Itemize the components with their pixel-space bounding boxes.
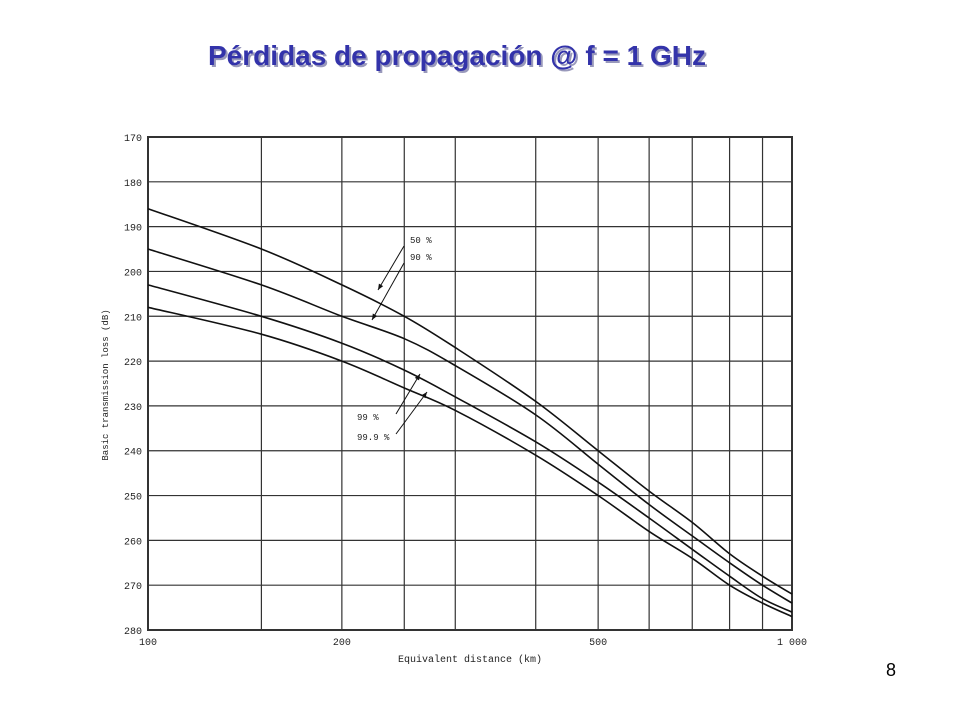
annotation-arrow-90 bbox=[372, 313, 378, 320]
x-tick-label-500: 500 bbox=[589, 638, 607, 649]
chart-curves bbox=[147, 207, 793, 618]
annotation-label-99: 99 % bbox=[357, 413, 379, 423]
x-tick-label-200: 200 bbox=[333, 638, 351, 649]
y-tick-label-170: 170 bbox=[124, 134, 142, 145]
y-tick-label-200: 200 bbox=[124, 268, 142, 279]
annotation-arrow-50 bbox=[378, 283, 384, 290]
y-tick-label-270: 270 bbox=[124, 582, 142, 593]
y-tick-label-180: 180 bbox=[124, 179, 142, 190]
curve-99 bbox=[147, 284, 793, 613]
annotation-leader-90 bbox=[371, 262, 405, 321]
x-tick-label-1000: 1 000 bbox=[777, 638, 807, 649]
annotation-arrow-99-9 bbox=[421, 392, 427, 399]
curve-99-9 bbox=[147, 306, 793, 618]
chart-grid bbox=[147, 136, 793, 631]
y-tick-label-260: 260 bbox=[124, 537, 142, 548]
annotation-label-50: 50 % bbox=[410, 236, 432, 246]
y-tick-label-250: 250 bbox=[124, 493, 142, 504]
annotation-arrow-99 bbox=[414, 374, 420, 381]
y-axis-label: Basic transmission loss (dB) bbox=[101, 309, 111, 460]
plot-frame bbox=[147, 136, 793, 631]
annotation-leader-99-9 bbox=[395, 391, 428, 435]
chart-annotations: 50 % 90 % 99 % 99.9 % bbox=[357, 236, 432, 443]
annotation-leader-50 bbox=[377, 245, 405, 291]
x-axis-label: Equivalent distance (km) bbox=[398, 654, 542, 666]
y-tick-label-220: 220 bbox=[124, 358, 142, 369]
annotation-label-99-9: 99.9 % bbox=[357, 433, 390, 443]
slide-title: Pérdidas de propagación @ f = 1 GHz bbox=[208, 40, 706, 71]
y-tick-label-240: 240 bbox=[124, 448, 142, 459]
annotation-label-90: 90 % bbox=[410, 253, 432, 263]
curve-90 bbox=[147, 248, 793, 604]
slide-number: 8 bbox=[886, 660, 897, 680]
y-tick-label-230: 230 bbox=[124, 403, 142, 414]
x-tick-label-100: 100 bbox=[139, 638, 157, 649]
curve-50 bbox=[147, 207, 793, 595]
y-tick-label-280: 280 bbox=[124, 627, 142, 638]
y-tick-label-190: 190 bbox=[124, 224, 142, 235]
annotation-leader-99 bbox=[395, 373, 421, 415]
y-tick-label-210: 210 bbox=[124, 313, 142, 324]
